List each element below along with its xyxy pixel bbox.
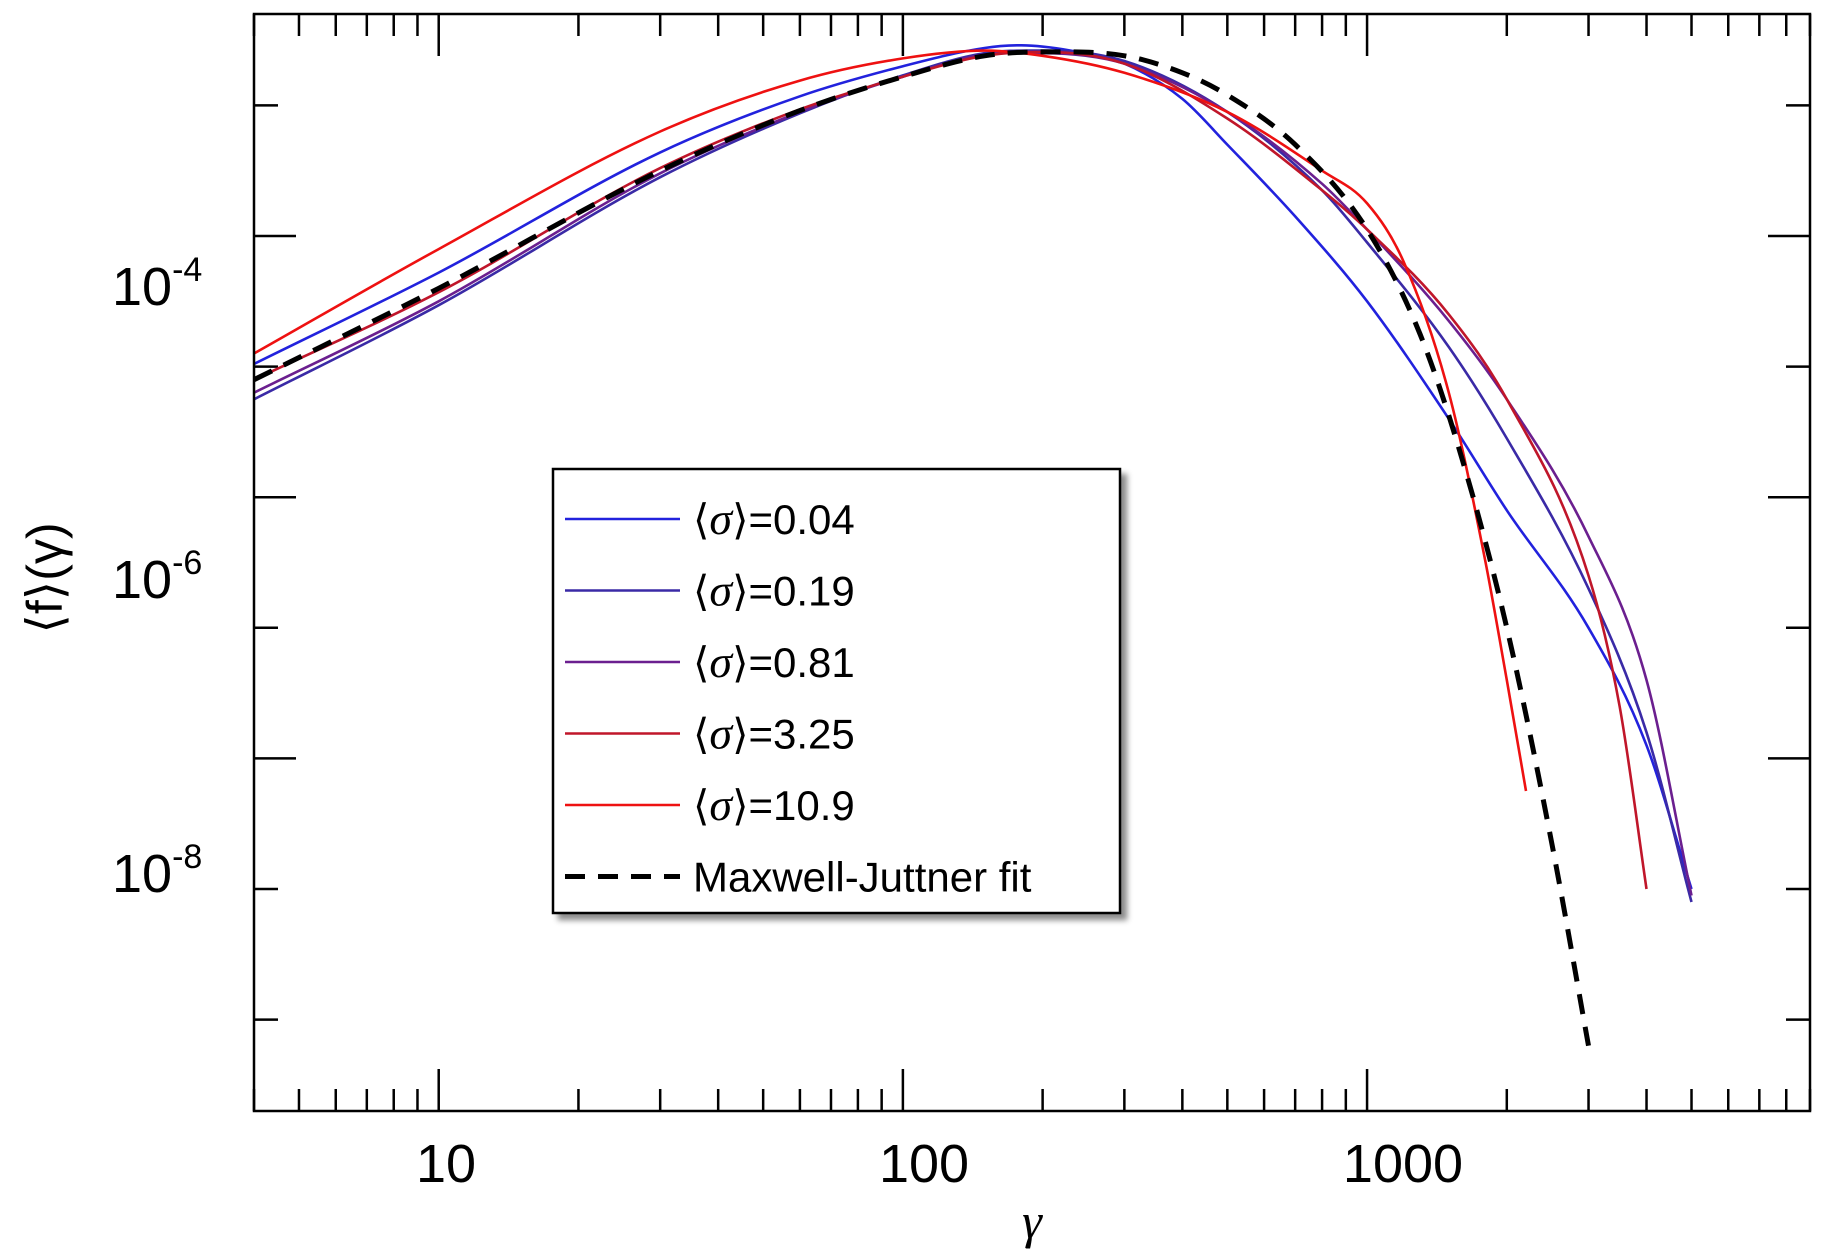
- legend-sigma: σ: [709, 708, 734, 759]
- legend-angle-close: ⟩: [732, 639, 748, 686]
- legend-angle-open: ⟨: [693, 568, 709, 615]
- y-tick-base: 10: [112, 550, 172, 610]
- legend-value: =0.04: [748, 496, 854, 543]
- series-line-5: [254, 49, 1591, 1047]
- y-tick-exponent: -8: [172, 838, 202, 876]
- series-line-1: [254, 49, 1693, 903]
- legend-label-1: ⟨σ⟩=0.19: [693, 565, 855, 616]
- legend-box: [551, 467, 1122, 915]
- legend-value: =0.81: [748, 639, 854, 686]
- legend-angle-close: ⟩: [732, 496, 748, 543]
- legend-angle-open: ⟨: [693, 639, 709, 686]
- y-tick-exponent: -6: [172, 544, 202, 582]
- legend-angle-close: ⟩: [732, 568, 748, 615]
- legend-angle-open: ⟨: [693, 496, 709, 543]
- axis-ticks: [252, 14, 1812, 1111]
- series-line-2: [254, 51, 1693, 896]
- legend-angle-close: ⟩: [732, 782, 748, 829]
- legend-label-2: ⟨σ⟩=0.81: [693, 636, 855, 687]
- legend-sigma: σ: [709, 779, 734, 830]
- y-tick-label-1e-4: 10-4: [112, 251, 202, 317]
- legend-label-0: ⟨σ⟩=0.04: [693, 493, 855, 544]
- legend-sigma: σ: [709, 565, 734, 616]
- legend-label-5: Maxwell-Juttner fit: [693, 854, 1032, 901]
- y-tick-label-1e-8: 10-8: [112, 838, 202, 904]
- legend-sigma: σ: [709, 636, 734, 687]
- legend-value: Maxwell-Juttner fit: [693, 854, 1032, 901]
- y-axis-title: ⟨f⟩(γ): [17, 522, 73, 633]
- y-tick-exponent: -4: [172, 251, 202, 289]
- x-tick-label-100: 100: [879, 1134, 969, 1194]
- x-tick-label-10: 10: [416, 1134, 476, 1194]
- series-line-0: [254, 44, 1693, 890]
- legend-angle-open: ⟨: [693, 711, 709, 758]
- series-line-3: [254, 50, 1648, 890]
- legend-value: =3.25: [748, 711, 854, 758]
- legend-value: =10.9: [748, 782, 854, 829]
- legend-angle-open: ⟨: [693, 782, 709, 829]
- y-tick-label-1e-6: 10-6: [112, 544, 202, 610]
- y-tick-base: 10: [112, 844, 172, 904]
- legend-sigma: σ: [709, 493, 734, 544]
- legend-angle-close: ⟩: [732, 711, 748, 758]
- y-tick-base: 10: [112, 257, 172, 317]
- x-axis-title: γ: [1022, 1193, 1043, 1249]
- plot-frame: [252, 12, 1812, 1113]
- plot-series: [254, 44, 1693, 1047]
- x-tick-label-1000: 1000: [1343, 1134, 1463, 1194]
- legend: ⟨σ⟩=0.04⟨σ⟩=0.19⟨σ⟩=0.81⟨σ⟩=3.25⟨σ⟩=10.9…: [551, 467, 1122, 915]
- legend-label-4: ⟨σ⟩=10.9: [693, 779, 855, 830]
- legend-value: =0.19: [748, 568, 854, 615]
- legend-label-3: ⟨σ⟩=3.25: [693, 708, 855, 759]
